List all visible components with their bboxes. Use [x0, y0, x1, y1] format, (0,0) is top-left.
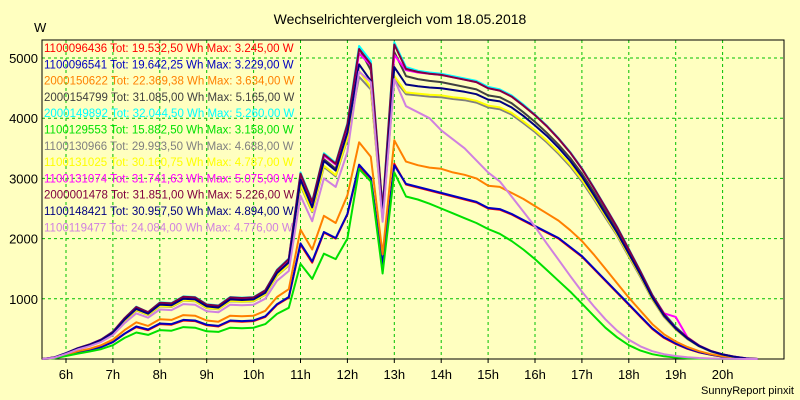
x-tick-label: 6h	[59, 367, 73, 382]
legend-entry-10: 2000001478 Tot: 31.851,00 Wh Max: 5.226,…	[44, 190, 295, 202]
credit-label: SunnyReport pinxit	[701, 385, 794, 397]
x-tick-label: 9h	[199, 367, 213, 382]
legend-entry-1: 1100096436 Tot: 19.532,50 Wh Max: 3.245,…	[44, 43, 294, 55]
series-line-11	[42, 63, 758, 360]
legend-entry-11: 1100148421 Tot: 30.957,50 Wh Max: 4.894,…	[44, 206, 294, 218]
legend-entry-12: 1100119477 Tot: 24.084,00 Wh Max: 4.776,…	[44, 222, 293, 234]
legend-entry-4: 2000154799 Tot: 31.085,00 Wh Max: 5.165,…	[44, 92, 295, 104]
x-tick-label: 19h	[665, 367, 687, 382]
series-line-2	[42, 163, 758, 360]
y-tick-label: 3000	[9, 171, 38, 186]
series-line-12	[42, 70, 758, 360]
legend-entry-2: 1100096541 Tot: 19.642,25 Wh Max: 3.229,…	[44, 59, 294, 71]
legend-entry-3: 2000150622 Tot: 22.369,38 Wh Max: 3.634,…	[44, 76, 295, 88]
x-tick-label: 14h	[430, 367, 452, 382]
legend-entry-9: 1100131074 Tot: 31.741,63 Wh Max: 5.075,…	[44, 173, 294, 185]
legend-entry-6: 1100129553 Tot: 15.882,50 Wh Max: 3.158,…	[44, 125, 294, 137]
y-tick-label: 2000	[9, 232, 38, 247]
x-tick-label: 18h	[618, 367, 640, 382]
y-tick-label: 4000	[9, 111, 38, 126]
x-tick-label: 12h	[337, 367, 359, 382]
x-tick-label: 8h	[153, 367, 167, 382]
series-line-10	[42, 43, 758, 360]
x-tick-label: 11h	[290, 367, 311, 382]
plot-border	[41, 39, 785, 360]
series-line-3	[42, 139, 758, 360]
x-tick-label: 10h	[243, 367, 265, 382]
x-tick-label: 20h	[712, 367, 734, 382]
y-tick-label: 1000	[9, 292, 38, 307]
series-line-6	[42, 167, 758, 360]
x-tick-label: 13h	[383, 367, 405, 382]
legend-entry-5: 2000149892 Tot: 32.044,50 Wh Max: 5.260,…	[44, 108, 295, 120]
x-tick-label: 16h	[524, 367, 546, 382]
y-tick-label: 5000	[9, 51, 38, 66]
x-tick-label: 15h	[477, 367, 499, 382]
legend-entry-8: 1100131025 Tot: 30.160,75 Wh Max: 4.787,…	[44, 157, 294, 169]
chart-title: Wechselrichtervergleich vom 18.05.2018	[274, 11, 527, 27]
x-tick-label: 17h	[571, 367, 593, 382]
x-tick-label: 7h	[106, 367, 120, 382]
legend-entry-7: 1100130966 Tot: 29.993,50 Wh Max: 4.688,…	[44, 141, 294, 153]
y-axis-label: W	[34, 20, 47, 35]
